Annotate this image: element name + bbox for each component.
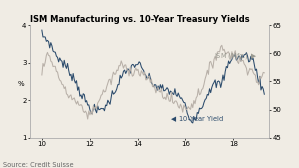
Y-axis label: %: %: [17, 81, 24, 88]
Text: Source: Credit Suisse: Source: Credit Suisse: [3, 162, 74, 168]
Text: ISM Manufacturing vs. 10-Year Treasury Yields: ISM Manufacturing vs. 10-Year Treasury Y…: [30, 15, 250, 24]
Text: $\blacktriangleleft$ 10-Year Yield: $\blacktriangleleft$ 10-Year Yield: [169, 114, 224, 124]
Text: ISM (Mfg.) $\blacktriangleright$: ISM (Mfg.) $\blacktriangleright$: [214, 51, 258, 61]
